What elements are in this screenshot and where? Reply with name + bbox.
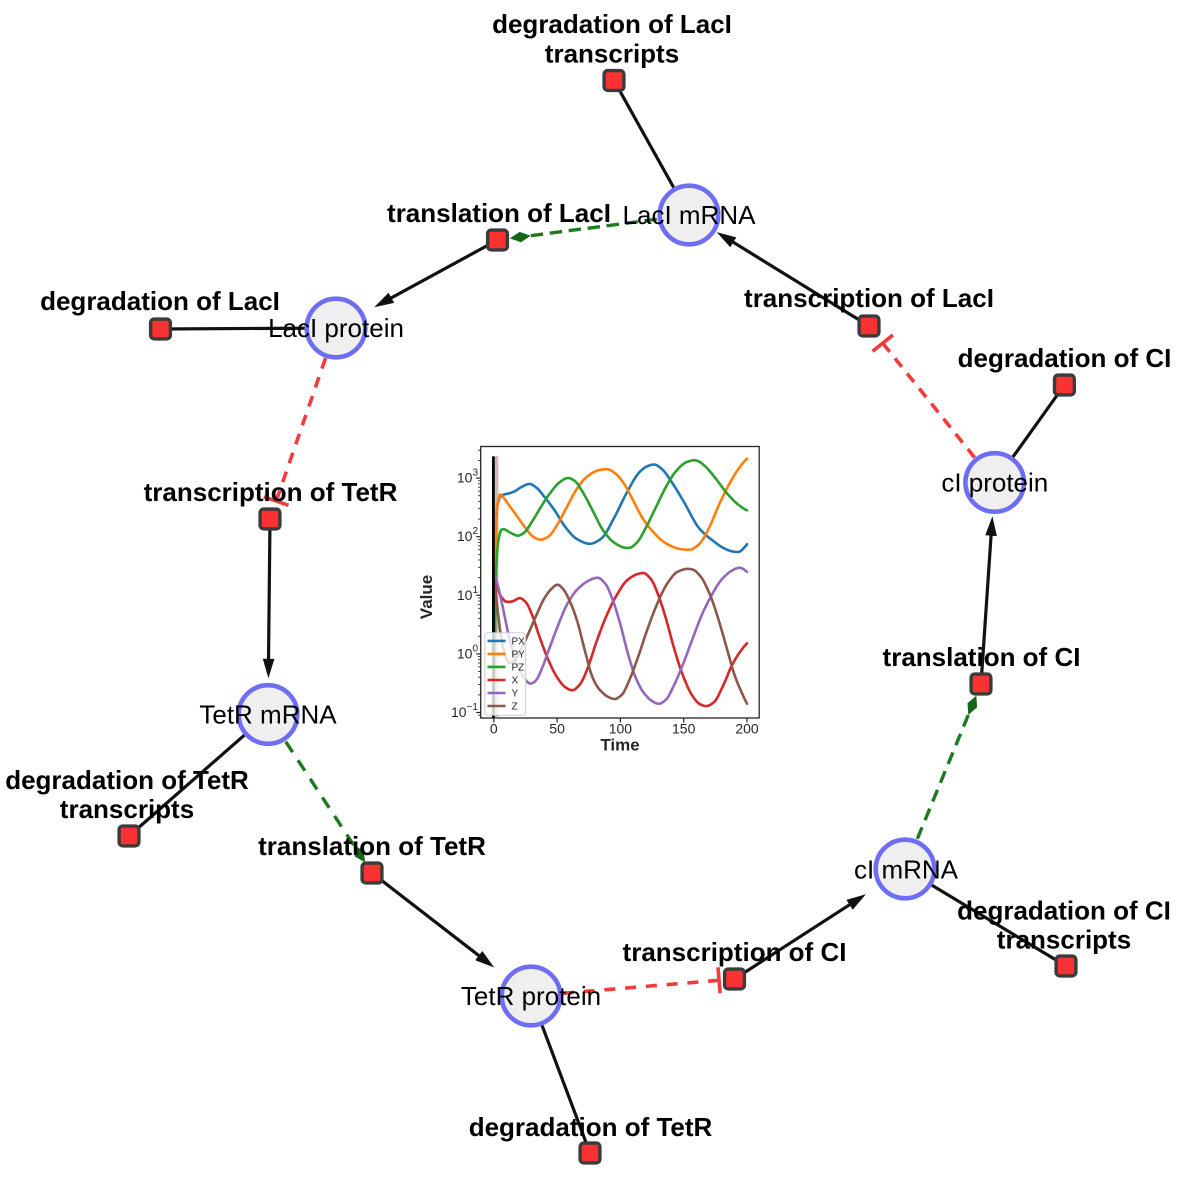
svg-text:PX: PX: [512, 637, 526, 648]
svg-text:cI protein: cI protein: [941, 468, 1048, 498]
svg-text:degradation of TetR: degradation of TetR: [469, 1112, 713, 1142]
svg-text:Y: Y: [512, 689, 519, 700]
svg-text:cI mRNA: cI mRNA: [854, 854, 959, 884]
svg-text:100: 100: [457, 643, 479, 661]
svg-text:transcripts: transcripts: [997, 925, 1131, 955]
svg-text:transcription of LacI: transcription of LacI: [744, 283, 994, 313]
svg-text:TetR mRNA: TetR mRNA: [199, 700, 337, 730]
svg-text:LacI protein: LacI protein: [268, 313, 404, 343]
svg-text:X: X: [512, 676, 519, 687]
svg-text:translation of LacI: translation of LacI: [387, 198, 611, 228]
svg-text:101: 101: [457, 585, 479, 603]
svg-text:Value: Value: [417, 575, 436, 619]
svg-text:LacI mRNA: LacI mRNA: [623, 200, 757, 230]
svg-text:transcripts: transcripts: [60, 794, 194, 824]
svg-text:150: 150: [672, 721, 696, 737]
svg-text:200: 200: [735, 721, 759, 737]
svg-text:degradation of CI: degradation of CI: [958, 343, 1172, 373]
svg-text:PZ: PZ: [512, 663, 525, 674]
svg-text:degradation of LacI: degradation of LacI: [492, 9, 732, 39]
svg-text:PY: PY: [512, 650, 526, 661]
svg-text:degradation of TetR: degradation of TetR: [5, 765, 249, 795]
svg-text:100: 100: [609, 721, 633, 737]
svg-text:0: 0: [490, 721, 498, 737]
svg-text:translation of CI: translation of CI: [883, 642, 1081, 672]
svg-text:translation of TetR: translation of TetR: [258, 831, 486, 861]
svg-text:transcription of CI: transcription of CI: [623, 937, 847, 967]
svg-text:transcription of TetR: transcription of TetR: [144, 477, 398, 507]
svg-text:TetR protein: TetR protein: [461, 981, 601, 1011]
svg-text:Z: Z: [512, 702, 518, 713]
svg-text:degradation of CI: degradation of CI: [957, 896, 1171, 926]
svg-text:10−1: 10−1: [451, 702, 478, 720]
svg-text:102: 102: [457, 526, 479, 544]
svg-text:103: 103: [457, 468, 479, 486]
svg-text:degradation of LacI: degradation of LacI: [40, 286, 280, 316]
svg-text:transcripts: transcripts: [545, 39, 679, 69]
svg-text:50: 50: [549, 721, 565, 737]
svg-text:Time: Time: [600, 736, 639, 755]
